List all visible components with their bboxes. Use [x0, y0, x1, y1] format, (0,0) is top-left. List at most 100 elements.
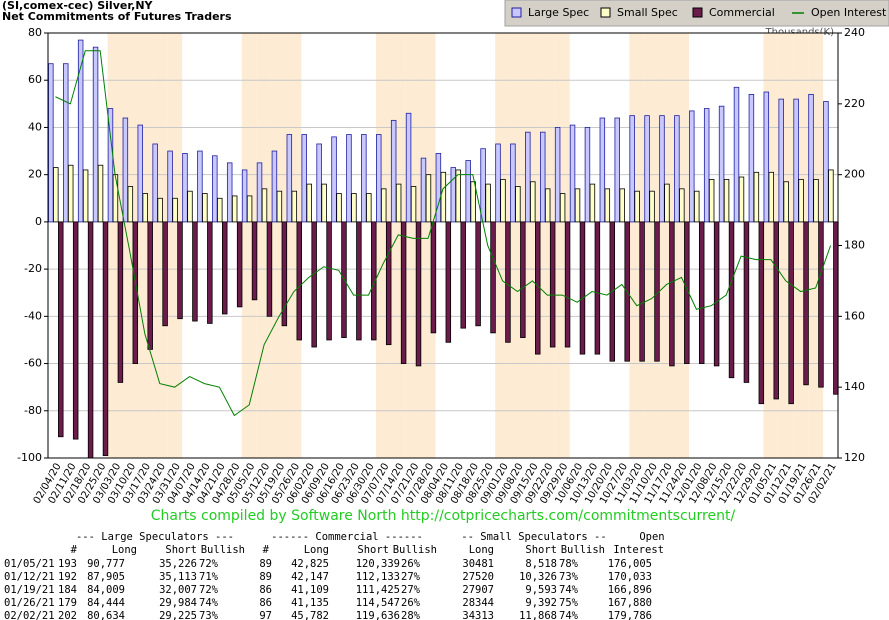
- bar: [266, 221, 273, 317]
- table-cell: 11,868: [519, 610, 557, 620]
- bar: [157, 197, 163, 223]
- bar: [192, 221, 198, 322]
- y2-tick-label: 160: [844, 309, 865, 322]
- bar: [445, 221, 452, 343]
- bar: [241, 169, 248, 223]
- table-header: Bullish: [393, 544, 437, 556]
- bar: [644, 115, 650, 223]
- bar: [465, 160, 471, 223]
- bar: [689, 110, 695, 223]
- bar: [475, 221, 481, 327]
- bar: [813, 178, 819, 223]
- table-cell: 184: [58, 584, 77, 596]
- bar: [723, 178, 730, 223]
- bar: [346, 134, 352, 223]
- bar: [420, 157, 427, 223]
- bar: [694, 190, 700, 223]
- y2-tick-label: 220: [844, 97, 865, 110]
- bar: [564, 221, 571, 348]
- bar: [803, 221, 809, 386]
- credits: Charts compiled by Software North http:/…: [151, 508, 736, 524]
- bar: [530, 181, 536, 223]
- table-cell: 114,547: [356, 597, 400, 609]
- bar: [326, 221, 332, 341]
- bar: [833, 221, 839, 395]
- table-cell: 89: [259, 558, 272, 570]
- bar: [217, 197, 223, 223]
- bar: [127, 186, 134, 223]
- bar: [525, 131, 531, 223]
- table-cell: 30481: [462, 558, 494, 570]
- month-stripe: [420, 33, 436, 458]
- table-group-header: ------ Commercial ------: [271, 531, 423, 543]
- bar: [639, 221, 645, 362]
- bar: [231, 195, 238, 223]
- table-cell: 84,444: [87, 597, 125, 609]
- table-cell: 27520: [462, 571, 494, 583]
- table-header: Long: [304, 544, 329, 556]
- table-cell: 176,005: [608, 558, 652, 570]
- month-stripe: [271, 33, 287, 458]
- table-cell: 86: [259, 597, 272, 609]
- bar: [92, 46, 99, 223]
- bar: [202, 193, 208, 223]
- bar: [276, 190, 283, 223]
- y-tick-label: -60: [24, 357, 42, 370]
- table-cell: 72%: [199, 584, 219, 596]
- chart-title: (SI,comex-cec) Silver,NY: [2, 0, 154, 12]
- table-group-header: Open: [639, 531, 664, 543]
- bar: [455, 169, 461, 223]
- legend-label: Small Spec: [617, 6, 678, 19]
- table-cell: 74%: [559, 584, 579, 596]
- table-header: Short: [165, 544, 197, 556]
- table-cell: 119,636: [356, 610, 400, 620]
- bar: [197, 150, 203, 223]
- bar: [574, 188, 581, 223]
- plot-frame: [47, 32, 839, 459]
- bar: [664, 183, 670, 223]
- table-cell: 32,007: [159, 584, 197, 596]
- bar: [584, 127, 591, 223]
- bar: [554, 127, 561, 223]
- bar: [679, 188, 685, 223]
- y-tick-label: -100: [17, 451, 42, 464]
- bar: [728, 221, 735, 379]
- y-tick-label: -80: [24, 404, 42, 417]
- table-header: Interest: [613, 544, 664, 556]
- bar: [212, 155, 218, 223]
- bar: [221, 221, 228, 315]
- bar: [763, 91, 770, 223]
- y-tick-label: 60: [28, 73, 42, 86]
- bar: [634, 190, 640, 223]
- bar: [400, 221, 407, 364]
- bar: [53, 167, 59, 223]
- bar: [48, 63, 54, 223]
- bar: [371, 221, 377, 341]
- bar: [778, 98, 784, 223]
- bar: [331, 136, 337, 223]
- bar: [316, 143, 322, 223]
- table-cell: 97: [259, 610, 272, 620]
- bar: [306, 183, 312, 223]
- bar: [544, 188, 551, 223]
- table-cell: 28344: [462, 597, 494, 609]
- y2-tick-label: 180: [844, 239, 865, 252]
- table-cell: 28%: [401, 610, 421, 620]
- table-cell: 73%: [199, 610, 219, 620]
- bar: [783, 181, 789, 223]
- bar: [733, 86, 740, 223]
- bar: [823, 101, 829, 223]
- table-cell: 42,825: [291, 558, 329, 570]
- bar: [614, 117, 620, 223]
- bar: [510, 143, 516, 223]
- bar: [286, 134, 293, 223]
- bar: [395, 183, 402, 223]
- table-header: #: [263, 544, 270, 556]
- bar: [485, 183, 491, 223]
- bar: [366, 193, 372, 223]
- table-cell: 41,135: [291, 597, 329, 609]
- table-cell: 26%: [401, 597, 421, 609]
- table-cell: 01/05/21: [4, 558, 55, 570]
- bar: [818, 221, 824, 388]
